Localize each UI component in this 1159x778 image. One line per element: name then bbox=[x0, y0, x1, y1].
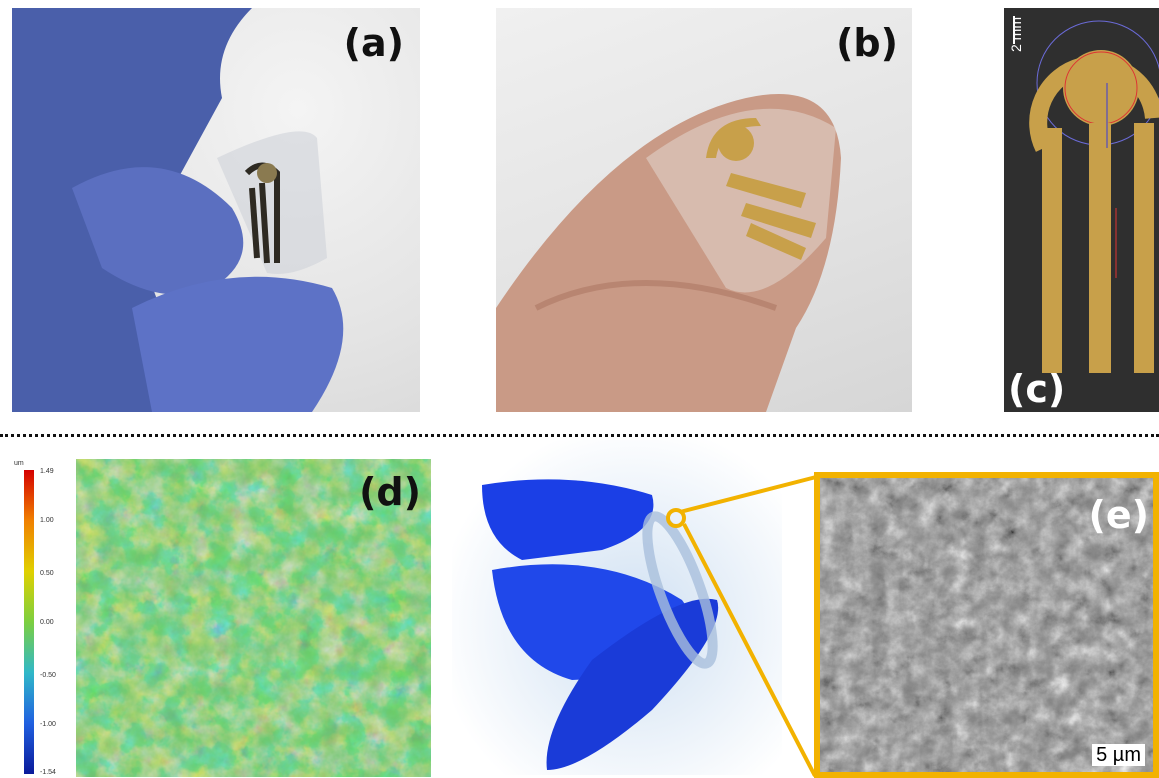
colorbar-tick: 1.00 bbox=[40, 517, 54, 524]
surface-roughness-map-panel-d: (d) bbox=[76, 459, 431, 777]
colorbar-tick: 0.00 bbox=[40, 619, 54, 626]
finger-with-sensor-photo bbox=[496, 94, 841, 412]
gloved-hand-with-sensor-photo bbox=[12, 8, 344, 412]
colorbar-tick: 0.50 bbox=[40, 570, 54, 577]
panel-label-d: (d) bbox=[359, 470, 421, 514]
panel-label-c: (c) bbox=[1008, 367, 1066, 411]
electrode-layout-image bbox=[1004, 8, 1159, 412]
panel-label-b: (b) bbox=[836, 21, 898, 65]
photo-panel-a: (a) bbox=[12, 8, 420, 412]
colorbar-unit: um bbox=[14, 460, 24, 467]
colorbar-tick: -1.00 bbox=[40, 721, 56, 728]
panel-label-a: (a) bbox=[343, 21, 404, 65]
dotted-separator bbox=[0, 434, 1159, 437]
colorbar-tick: -0.50 bbox=[40, 672, 56, 679]
photo-panel-b: (b) bbox=[496, 8, 912, 412]
colorbar-tick: -1.54 bbox=[40, 769, 56, 776]
colorbar-gradient bbox=[24, 470, 34, 774]
colorbar: um 1.49 1.00 0.50 0.00 -0.50 -1.00 -1.54 bbox=[14, 460, 76, 778]
scale-bar-5um: 5 µm bbox=[1092, 744, 1145, 766]
panel-label-e: (e) bbox=[1088, 493, 1149, 537]
profilometry-heatmap bbox=[76, 459, 431, 777]
electrode-micrograph-panel-c: 2 mm (c) bbox=[1004, 8, 1159, 412]
colorbar-tick: 1.49 bbox=[40, 468, 54, 475]
sem-micrograph-panel-e: (e) 5 µm bbox=[814, 472, 1159, 778]
sem-surface-texture bbox=[820, 478, 1153, 772]
